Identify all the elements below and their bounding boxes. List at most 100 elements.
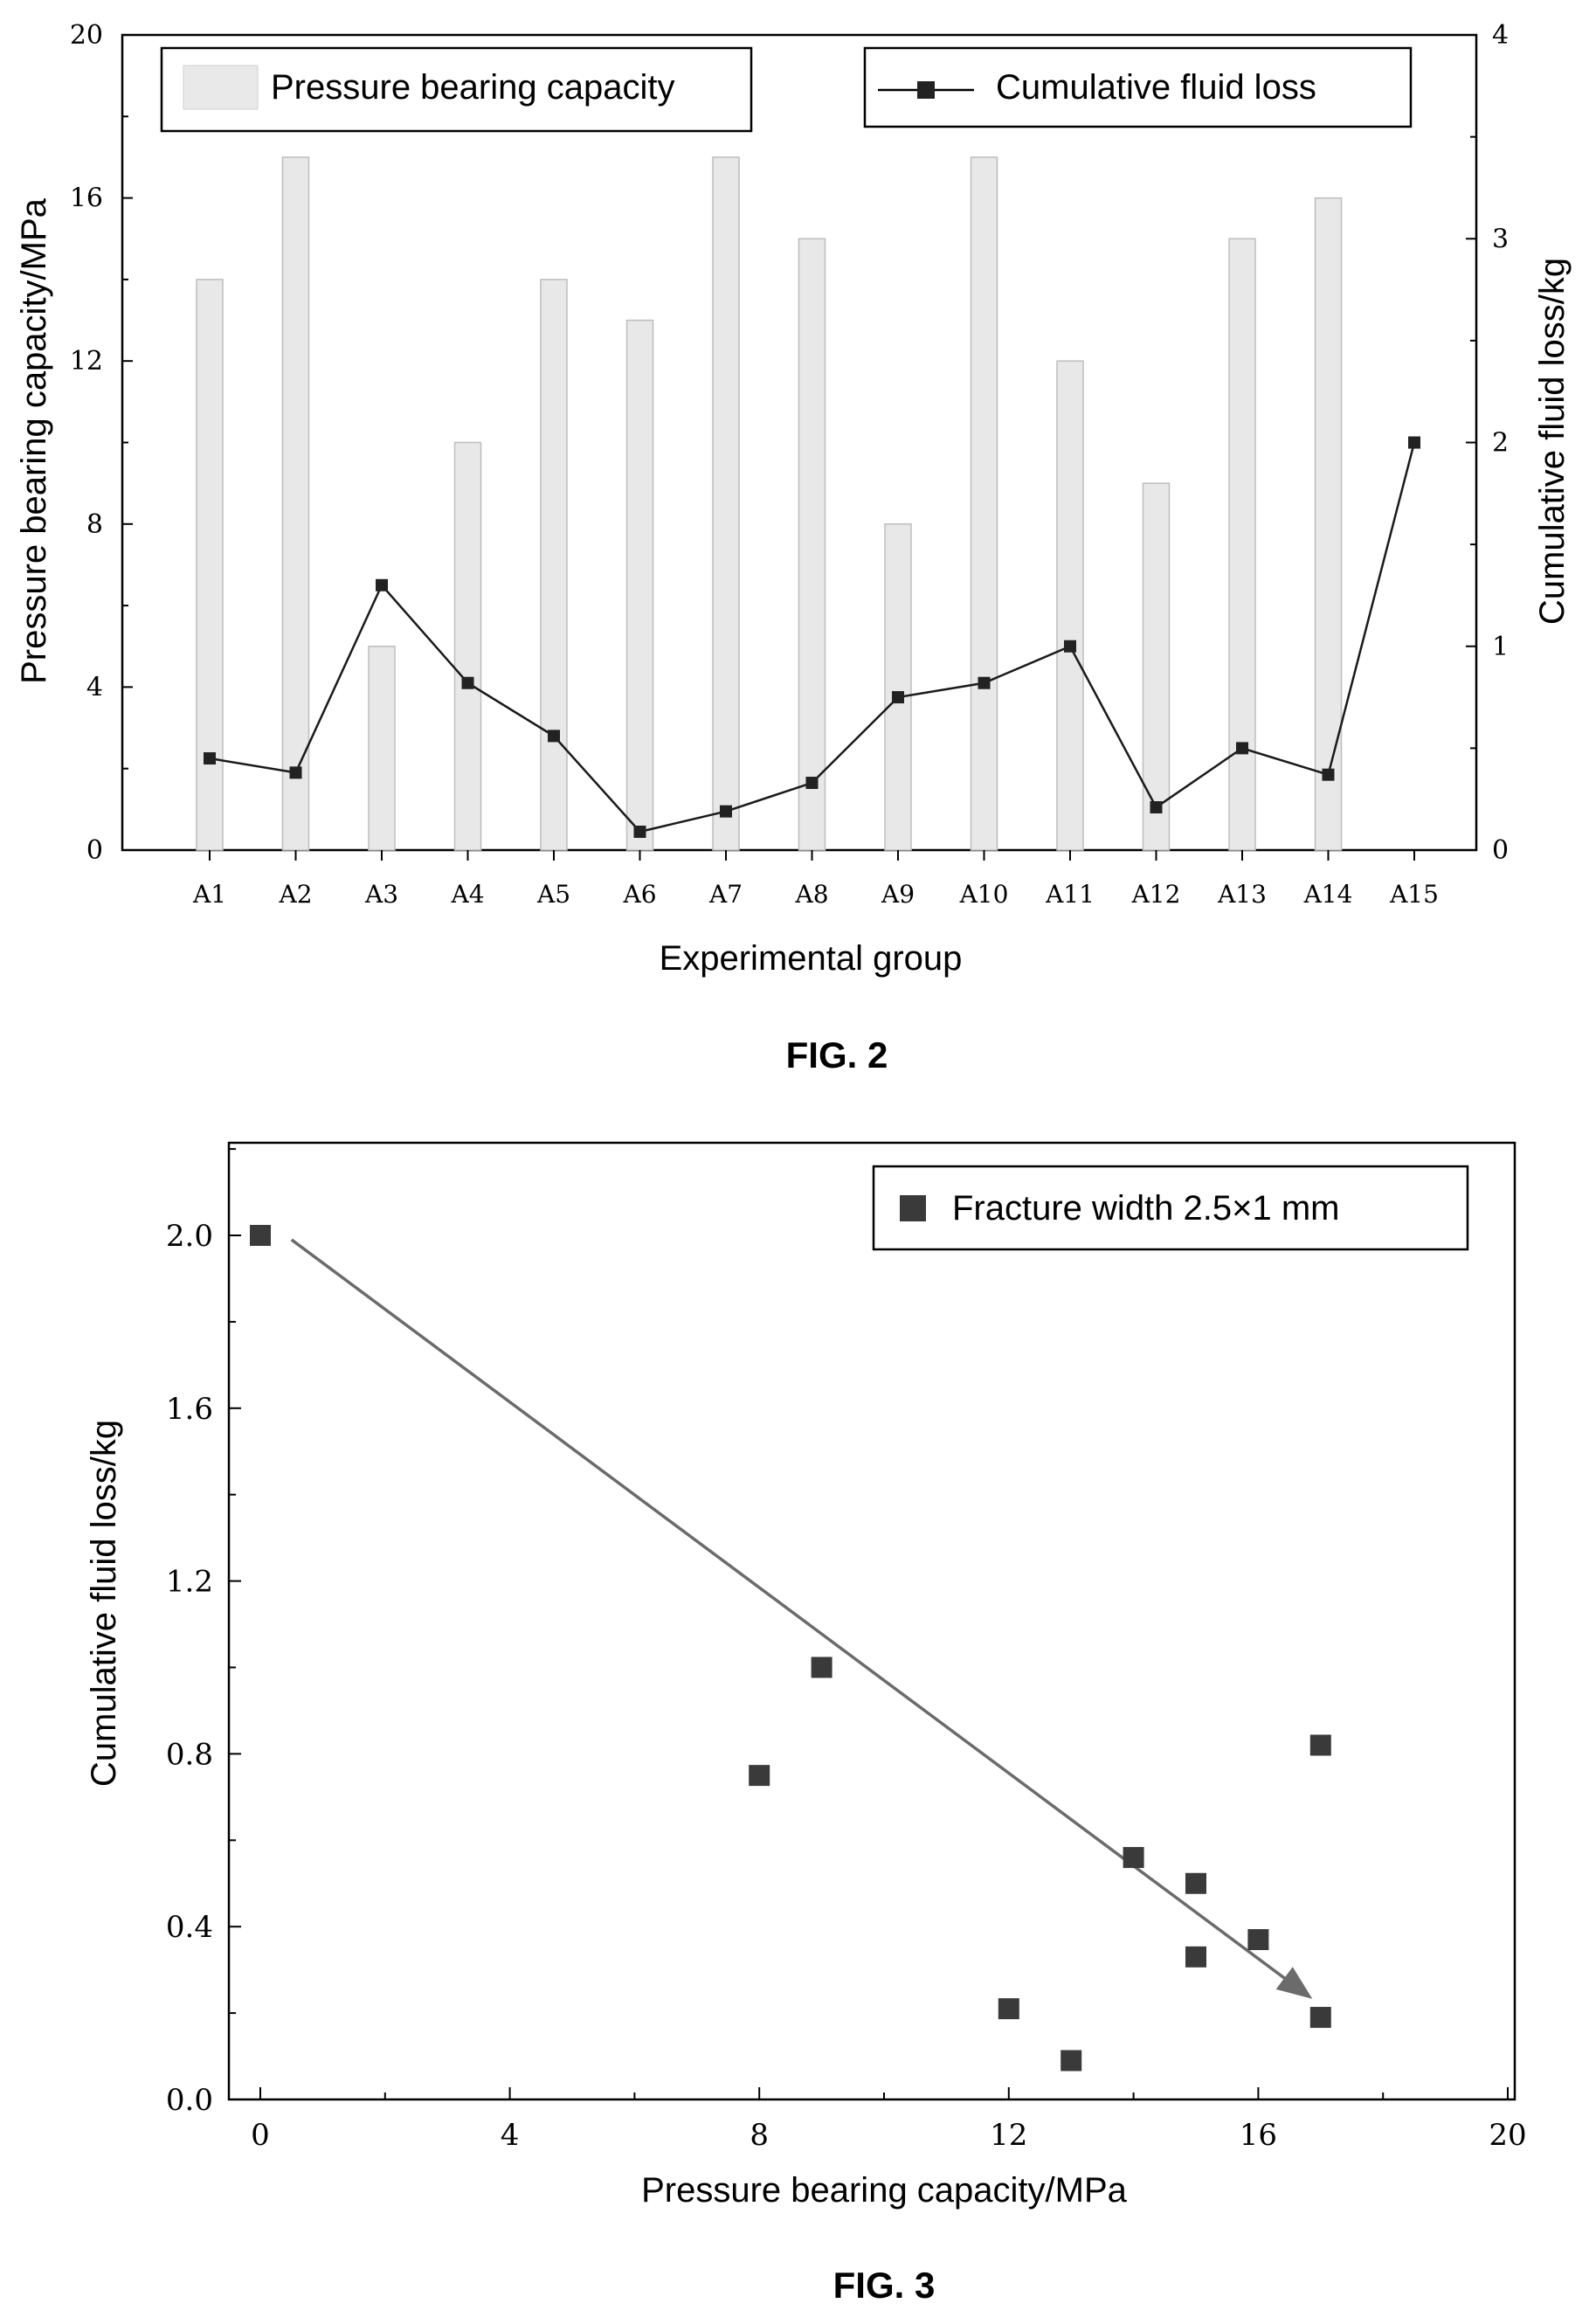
fig2-line-marker [461, 676, 474, 689]
fig2-x-tick-label: A9 [881, 880, 915, 909]
fig2-line-marker [376, 578, 388, 591]
fig2-bar [1314, 197, 1343, 851]
fig2-line-marker [633, 826, 646, 839]
fig2-line-marker [978, 676, 991, 689]
fig2-line-marker [548, 730, 560, 743]
fig2-x-tick-label: A4 [450, 880, 484, 909]
legend-bar-label: Pressure bearing capacity [271, 68, 674, 107]
fig2-x-tick-label: A13 [1217, 880, 1267, 909]
fig3-chart: 0 4 8 12 16 20 0.0 0.4 0.8 1.2 1.6 2.0 Fracture wid… [85, 1141, 1527, 2306]
fig2-x-tick-label: A15 [1389, 880, 1439, 909]
fig2-x-tick-label: A3 [364, 880, 398, 909]
legend-scatter-marker [900, 1195, 926, 1221]
fig3-trend-arrow [290, 1238, 1313, 1999]
fig3-points [250, 1225, 1331, 2072]
fig2-line-marker [1322, 768, 1335, 781]
fig2-bar [970, 156, 998, 851]
fig3-point [1123, 1847, 1144, 1869]
fig2-y-tick-label: 20 [70, 20, 103, 51]
fig2-y-tick-label: 0 [86, 835, 103, 866]
fig3-x-tick-label: 16 [1240, 2118, 1277, 2153]
fig2-bars [196, 156, 1343, 851]
fig3-y-tick-label: 2.0 [166, 1219, 213, 1254]
fig2-y-tick-label: 16 [70, 183, 103, 214]
legend-line-label: Cumulative fluid loss [996, 68, 1316, 107]
fig3-x-axis-label: Pressure bearing capacity/MPa [641, 2171, 1128, 2210]
fig2-y2-axis-label: Cumulative fluid loss/kg [1533, 258, 1572, 625]
fig3-point [1309, 1734, 1331, 1756]
fig2-x-tick-label: A1 [192, 880, 226, 909]
fig2-line-marker [204, 752, 216, 765]
fig2-line-marker [720, 805, 732, 818]
fig2-line-marker [892, 691, 904, 704]
fig2-line-marker [1236, 742, 1248, 755]
fig3-trend-line [290, 1238, 1309, 1997]
fig3-point [1185, 1872, 1206, 1894]
fig2-bar [368, 646, 396, 851]
fig2-bar [281, 156, 310, 851]
fig3-x-tick-label: 20 [1489, 2118, 1526, 2153]
fig2-line-marker [805, 777, 819, 790]
fig2-y-tick-label: 12 [70, 346, 103, 377]
fig2-bar [1142, 482, 1171, 851]
fig3-y-tick-label: 1.2 [166, 1565, 213, 1600]
fig2-bar [540, 279, 568, 851]
fig2-y2-tick-label: 4 [1492, 20, 1509, 51]
fig2-x-tick-label: A6 [622, 880, 656, 909]
fig2-x-tick-label: A12 [1131, 880, 1181, 909]
fig3-point [1309, 2007, 1331, 2029]
fig3-axes: 0 4 8 12 16 20 0.0 0.4 0.8 1.2 1.6 2.0 [166, 1148, 1527, 2153]
fig3-x-tick-label: 12 [990, 2118, 1027, 2153]
fig2-x-tick-label: A2 [278, 880, 312, 909]
fig3-caption: FIG. 3 [833, 2265, 936, 2306]
fig2-x-tick-label: A10 [959, 880, 1009, 909]
fig2-x-tick-label: A11 [1045, 880, 1095, 909]
fig3-y-tick-label: 0.4 [166, 1910, 213, 1945]
fig2-line-marker [1150, 801, 1163, 814]
fig3-point [811, 1657, 832, 1678]
fig2-bar [884, 523, 912, 851]
fig2-line-series [204, 436, 1420, 839]
fig3-point [749, 1765, 770, 1787]
legend-scatter-label: Fracture width 2.5×1 mm [952, 1189, 1340, 1228]
fig2-legend-line: Cumulative fluid loss [863, 46, 1413, 128]
fig3-plot-frame [227, 1141, 1516, 2101]
fig2-y-tick-label: 8 [86, 509, 103, 540]
fig2-line-marker [289, 766, 302, 779]
fig2-line-marker [1064, 640, 1076, 653]
fig3-y-tick-label: 0.0 [166, 2083, 213, 2118]
fig2-bar [1228, 238, 1256, 851]
fig3-y-axis-label: Cumulative fluid loss/kg [85, 1420, 123, 1787]
fig3-x-tick-label: 4 [501, 2118, 520, 2153]
fig3-x-tick-label: 8 [750, 2118, 769, 2153]
legend-bar-swatch [183, 65, 259, 110]
fig2-x-tick-label: A7 [708, 880, 743, 909]
fig2-bar [1056, 360, 1084, 851]
fig3-x-tick-label: 0 [251, 2118, 270, 2153]
fig2-line-marker [1408, 436, 1420, 449]
fig3-point [1247, 1929, 1269, 1951]
fig2-y-axis-label: Pressure bearing capacity/MPa [15, 197, 53, 684]
fig2-x-tick-label: A14 [1303, 880, 1353, 909]
fig3-legend: Fracture width 2.5×1 mm [872, 1165, 1469, 1251]
fig3-y-tick-label: 0.8 [166, 1737, 213, 1772]
fig2-y2-tick-label: 3 [1492, 224, 1509, 254]
legend-line-marker [917, 81, 935, 99]
fig3-y-tick-label: 1.6 [166, 1392, 213, 1427]
fig2-legend-bar: Pressure bearing capacity [160, 46, 753, 133]
fig2-y2-tick-label: 1 [1492, 632, 1509, 662]
fig3-trend-arrowhead [1275, 1967, 1313, 1999]
fig3-point [998, 1998, 1019, 2020]
fig2-caption: FIG. 2 [786, 1034, 888, 1076]
fig2-y2-tick-label: 2 [1492, 428, 1509, 459]
fig2-y2-tick-label: 0 [1492, 835, 1509, 866]
fig2-bar [712, 156, 740, 851]
fig2-x-tick-label: A8 [794, 880, 828, 909]
fig2-bar [625, 319, 654, 851]
fig3-point [1185, 1946, 1206, 1968]
fig2-x-axis-label: Experimental group [660, 939, 963, 978]
fig3-point [250, 1225, 271, 1246]
